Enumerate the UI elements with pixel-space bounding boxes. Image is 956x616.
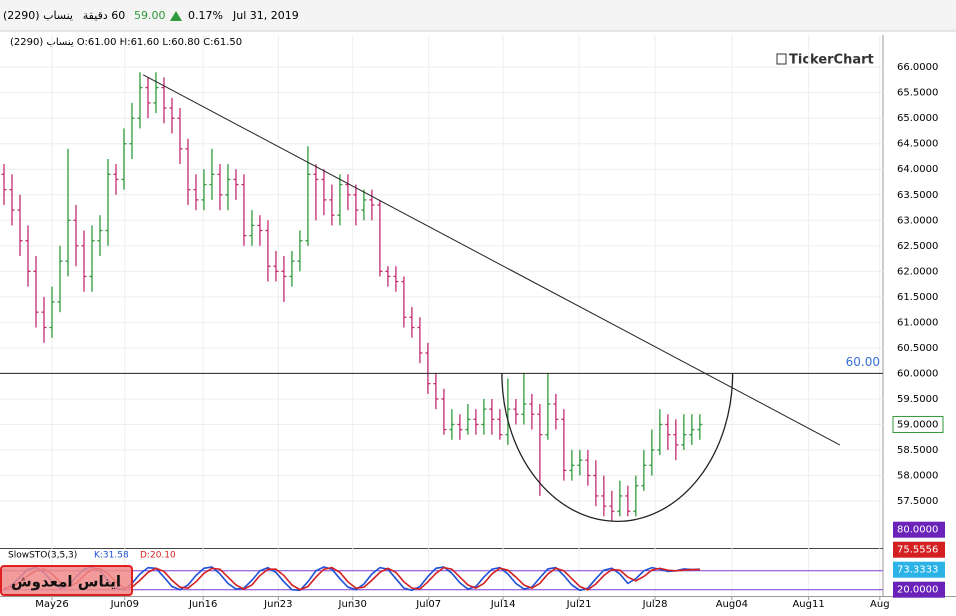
value-box-label: 75.5556 [897, 545, 938, 556]
value-box [893, 521, 945, 538]
value-box [893, 581, 945, 598]
watermark: ايناس امعدوش [11, 573, 121, 591]
stoch-k: K:31.58 [94, 551, 129, 561]
price: 59.00 [134, 9, 166, 22]
y-tick-label: 65.0000 [897, 113, 938, 124]
trendline [142, 74, 841, 446]
header-bar [0, 0, 956, 31]
arc [501, 373, 734, 523]
value-box [893, 561, 945, 578]
x-tick-label: Jul14 [490, 599, 516, 610]
x-tick-label: Aug [870, 599, 890, 610]
y-tick-label: 64.5000 [897, 139, 938, 150]
x-tick-label: Aug11 [792, 599, 824, 610]
y-tick-label: 64.0000 [897, 164, 938, 175]
logo-icon [776, 53, 787, 65]
change: 0.17% [188, 9, 223, 22]
date: Jul 31, 2019 [232, 9, 299, 22]
y-tick-label: 62.0000 [897, 266, 938, 277]
last-price-box [892, 415, 944, 433]
logo: TickerChart [789, 53, 874, 68]
y-tick-label: 61.0000 [897, 317, 938, 328]
up-arrow [170, 11, 182, 21]
value-box-label: 80.0000 [897, 525, 938, 536]
x-tick-label: May26 [35, 599, 68, 610]
x-tick-label: Jun30 [338, 599, 367, 610]
value-box-label: 73.3333 [897, 565, 938, 576]
y-tick-label: 58.5000 [897, 445, 938, 456]
hline-label: 60.00 [846, 355, 880, 369]
y-tick-label: 61.5000 [897, 292, 938, 303]
x-tick-label: Jul07 [415, 599, 441, 610]
watermark-box [0, 565, 133, 596]
x-tick-label: Jun23 [263, 599, 292, 610]
x-tick-label: Jul28 [642, 599, 668, 610]
stoch-title: SlowSTO(3,5,3) [8, 551, 77, 561]
x-tick-label: Jun09 [110, 599, 139, 610]
y-tick-label: 66.0000 [897, 62, 938, 73]
y-tick-label: 57.5000 [897, 496, 938, 507]
x-tick-label: Aug04 [716, 599, 748, 610]
x-tick-label: Jul21 [566, 599, 592, 610]
stoch-d: D:20.10 [140, 551, 176, 561]
x-tick-label: Jun16 [188, 599, 217, 610]
y-tick-label: 65.5000 [897, 88, 938, 99]
symbol: ينساب (2290) [3, 9, 73, 22]
y-tick-label: 60.0000 [897, 368, 938, 379]
interval: 60 دقيقة [83, 9, 125, 22]
y-tick-label: 63.0000 [897, 215, 938, 226]
y-tick-label: 60.5000 [897, 343, 938, 354]
value-box-label: 20.0000 [897, 585, 938, 596]
last-price-label: 59.0000 [897, 419, 938, 430]
value-box [893, 541, 945, 558]
ohlc-line: ينساب (2290) O:61.00 H:61.60 L:60.80 C:6… [10, 37, 242, 48]
y-tick-label: 59.5000 [897, 394, 938, 405]
y-tick-label: 63.5000 [897, 190, 938, 201]
y-tick-label: 62.5000 [897, 241, 938, 252]
y-tick-label: 58.0000 [897, 471, 938, 482]
